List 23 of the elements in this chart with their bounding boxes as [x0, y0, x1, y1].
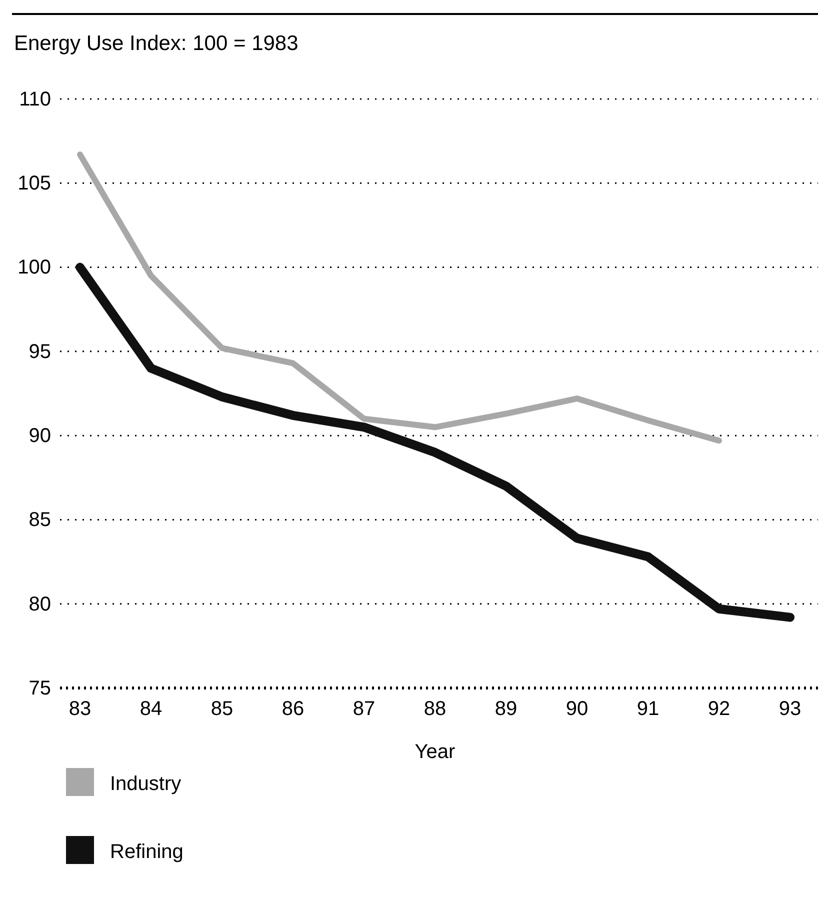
- y-tick-label: 85: [28, 509, 51, 532]
- y-tick-label: 80: [28, 593, 51, 616]
- x-tick-label: 88: [424, 698, 446, 720]
- x-axis-title: Year: [414, 741, 456, 763]
- x-tick-label: 91: [636, 698, 660, 720]
- x-tick-label: 83: [68, 698, 92, 720]
- y-tick-label: 95: [28, 340, 51, 363]
- legend-label: Refining: [110, 841, 184, 863]
- x-tick-label: 84: [140, 698, 162, 720]
- y-tick-label: 90: [28, 424, 51, 447]
- chart-title: Energy Use Index: 100 = 1983: [14, 32, 298, 55]
- x-tick-label: 93: [778, 698, 802, 720]
- y-tick-label: 75: [28, 677, 51, 700]
- x-tick-label: 89: [494, 698, 518, 720]
- x-tick-label: 92: [708, 698, 730, 720]
- x-tick-label: 85: [210, 698, 234, 720]
- x-tick-label: 90: [566, 698, 588, 720]
- x-tick-label: 86: [282, 698, 304, 720]
- x-tick-label: 87: [352, 698, 376, 720]
- y-tick-label: 110: [19, 88, 51, 110]
- legend-label: Industry: [110, 773, 182, 795]
- y-tick-label: 100: [18, 256, 51, 279]
- y-tick-label: 105: [18, 172, 51, 195]
